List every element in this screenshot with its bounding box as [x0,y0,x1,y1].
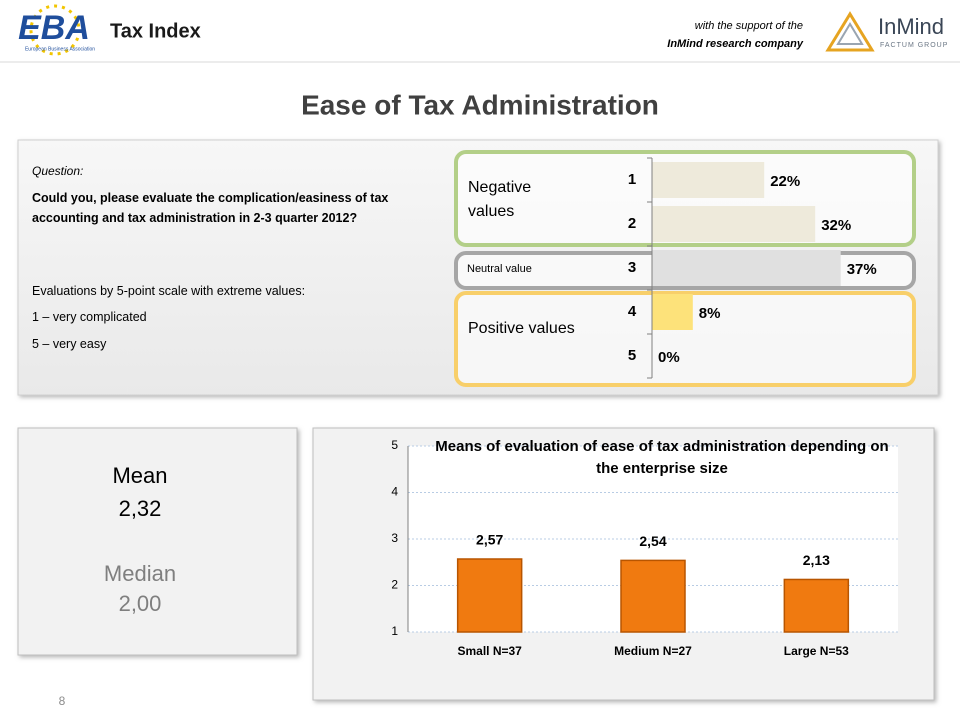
question-text: Could you, please evaluate the complicat… [32,191,389,225]
value-label: 22% [770,173,800,190]
bar [652,250,841,286]
value-label: 2,54 [639,533,666,549]
bar [652,294,693,330]
group-label: Negative values [468,179,532,220]
group-label: Positive values [468,320,575,337]
mean-label: Mean [112,463,167,488]
x-tick-label: Large N=53 [784,644,849,658]
support-line: with the support of the [695,20,803,32]
bar [652,162,765,198]
logo-text: EBA [18,9,90,47]
bar [652,206,816,242]
page-number: 8 [59,694,66,708]
question-label: Question: [32,164,84,178]
bar [620,559,686,633]
value-label: 32% [821,217,851,234]
partner-name: InMind [878,14,944,39]
category-label: 5 [628,347,636,364]
value-label: 37% [847,261,877,278]
category-label: 3 [628,259,636,276]
group-box [454,291,916,387]
y-tick-label: 3 [391,531,398,545]
chart-title: Means of evaluation of ease of tax admin… [435,438,889,477]
partner-sub: FACTUM GROUP [880,42,948,49]
median-value: 2,00 [119,591,162,616]
median-label: Median [104,561,176,586]
scale-high: 5 – very easy [32,337,107,351]
x-tick-label: Small N=37 [457,644,522,658]
page-title: Ease of Tax Administration [301,89,659,120]
category-label: 2 [628,215,636,232]
header-title: Tax Index [110,20,201,42]
category-label: 1 [628,171,636,188]
summary-panel [17,427,298,656]
x-tick-label: Medium N=27 [614,644,692,658]
inmind-logo: InMind FACTUM GROUP [825,11,948,52]
value-label: 2,57 [476,532,503,548]
value-label: 0% [658,349,680,366]
y-tick-label: 5 [391,438,398,452]
y-tick-label: 4 [391,485,398,499]
logo-sub: European Business Association [25,46,95,52]
y-tick-label: 2 [391,578,398,592]
bar [456,558,523,633]
scale-low: 1 – very complicated [32,310,147,324]
mean-value: 2,32 [119,496,162,521]
group-label: Neutral value [467,263,532,275]
eba-logo: EBA European Business Association [18,4,95,56]
value-label: 8% [699,305,721,322]
bar [783,578,850,633]
support-line: InMind research company [667,38,804,50]
scale-intro: Evaluations by 5-point scale with extrem… [32,284,306,298]
y-tick-label: 1 [391,624,398,638]
category-label: 4 [628,303,637,320]
value-label: 2,13 [803,552,830,568]
